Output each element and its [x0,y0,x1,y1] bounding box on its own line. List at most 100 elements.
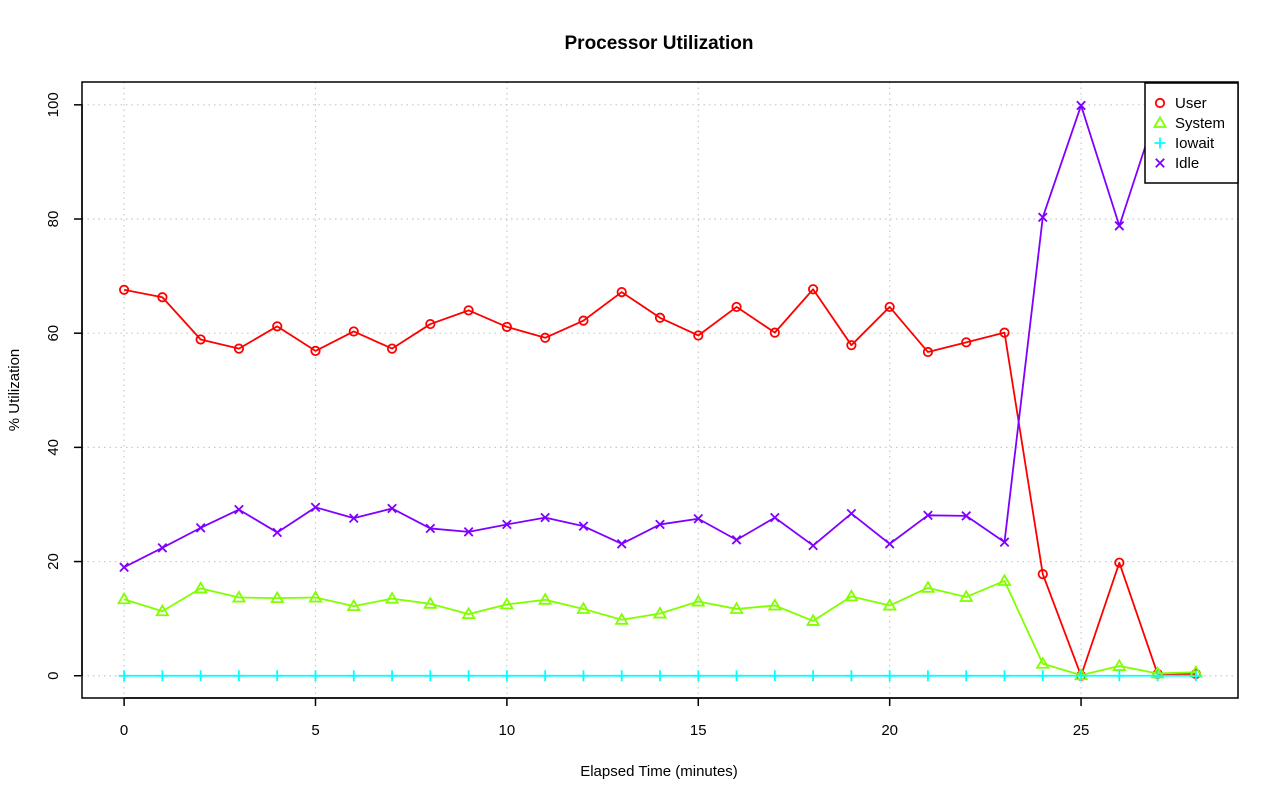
data-point-iowait [424,670,436,682]
data-point-system [920,580,936,593]
data-point-idle [348,513,359,524]
data-point-iowait [156,670,168,682]
data-point-system [805,613,821,626]
data-point-idle [1076,100,1086,111]
data-point-iowait [922,670,934,682]
data-point-idle [731,535,742,545]
data-point-iowait [807,670,819,682]
data-point-user [1114,557,1125,568]
data-point-system [231,590,247,603]
data-point-user [501,321,512,333]
data-point-iowait [1037,670,1049,682]
data-point-user [1037,569,1048,580]
data-point-iowait [731,670,743,682]
series-line-user [123,288,1196,677]
x-axis-label: Elapsed Time (minutes) [580,763,738,780]
data-point-user [769,327,780,338]
data-point-system [461,606,476,620]
data-point-iowait [1190,670,1202,682]
data-point-iowait [118,670,130,682]
y-tick-label: 80 [45,211,62,228]
data-point-idle [195,523,206,533]
data-point-iowait [1152,670,1164,682]
series-system [116,573,1204,681]
y-tick-label: 0 [45,672,62,680]
legend: User System Iowait Idle [1144,82,1239,184]
data-point-user [654,312,666,323]
data-point-idle [808,540,818,551]
x-tick-label: 20 [881,722,898,739]
data-point-system [193,580,208,594]
data-point-system [997,573,1012,586]
data-point-iowait [577,670,589,682]
data-point-user [846,340,857,351]
data-point-iowait [501,670,513,682]
data-point-iowait [271,670,283,682]
series-iowait [118,670,1202,682]
data-point-system [882,598,897,611]
data-point-system [576,601,591,614]
data-point-iowait [463,670,475,682]
y-axis-label: % Utilization [6,349,23,432]
data-point-iowait [1075,670,1087,682]
legend-marker-system [1152,115,1168,128]
data-point-iowait [769,670,781,682]
data-point-idle [425,523,436,534]
data-point-user [808,284,819,295]
data-point-iowait [845,670,857,682]
data-point-idle [846,508,857,519]
data-point-system [346,598,361,612]
data-point-idle [119,562,129,573]
data-point-iowait [1113,670,1125,682]
data-point-idle [463,527,474,537]
legend-label-iowait: Iowait [1175,135,1215,152]
data-point-system [116,591,132,605]
data-point-iowait [309,670,321,682]
data-point-idle [693,513,704,524]
data-point-iowait [539,670,551,682]
data-point-system [691,594,706,607]
data-point-system [270,590,285,604]
data-point-user [310,345,321,356]
data-point-user [961,337,972,348]
legend-marker-user [1154,97,1166,109]
series-line-system [123,580,1196,677]
x-tick-label: 25 [1073,722,1090,739]
data-point-user [463,305,474,316]
data-point-user [693,330,704,341]
data-point-idle [1114,221,1125,231]
data-point-idle [310,502,321,513]
data-point-idle [616,539,627,549]
data-point-idle [387,503,397,514]
data-point-idle [884,539,895,549]
data-point-idle [961,511,972,521]
data-point-iowait [348,670,360,682]
legend-marker-iowait [1154,137,1166,149]
data-point-iowait [692,670,704,682]
data-point-idle [234,504,244,515]
data-point-user [578,315,589,326]
data-point-idle [578,521,589,531]
data-point-iowait [884,670,896,682]
data-point-system [1035,656,1050,669]
data-point-system [1112,658,1127,671]
data-point-idle [157,543,168,553]
data-point-system [844,588,859,602]
data-point-iowait [616,670,628,682]
data-point-user [999,327,1010,338]
data-point-system [652,606,668,619]
y-tick-label: 20 [45,553,62,570]
data-point-idle [272,527,283,538]
data-point-user [386,343,398,354]
data-point-user [272,321,283,332]
data-point-idle [540,512,551,523]
legend-label-idle: Idle [1175,155,1199,172]
data-point-system [538,592,553,605]
y-tick-label: 60 [45,325,62,342]
data-point-user [119,284,130,295]
legend-marker-idle [1155,158,1165,168]
data-point-iowait [654,670,666,682]
data-point-idle [769,512,780,523]
data-point-user [195,334,206,345]
